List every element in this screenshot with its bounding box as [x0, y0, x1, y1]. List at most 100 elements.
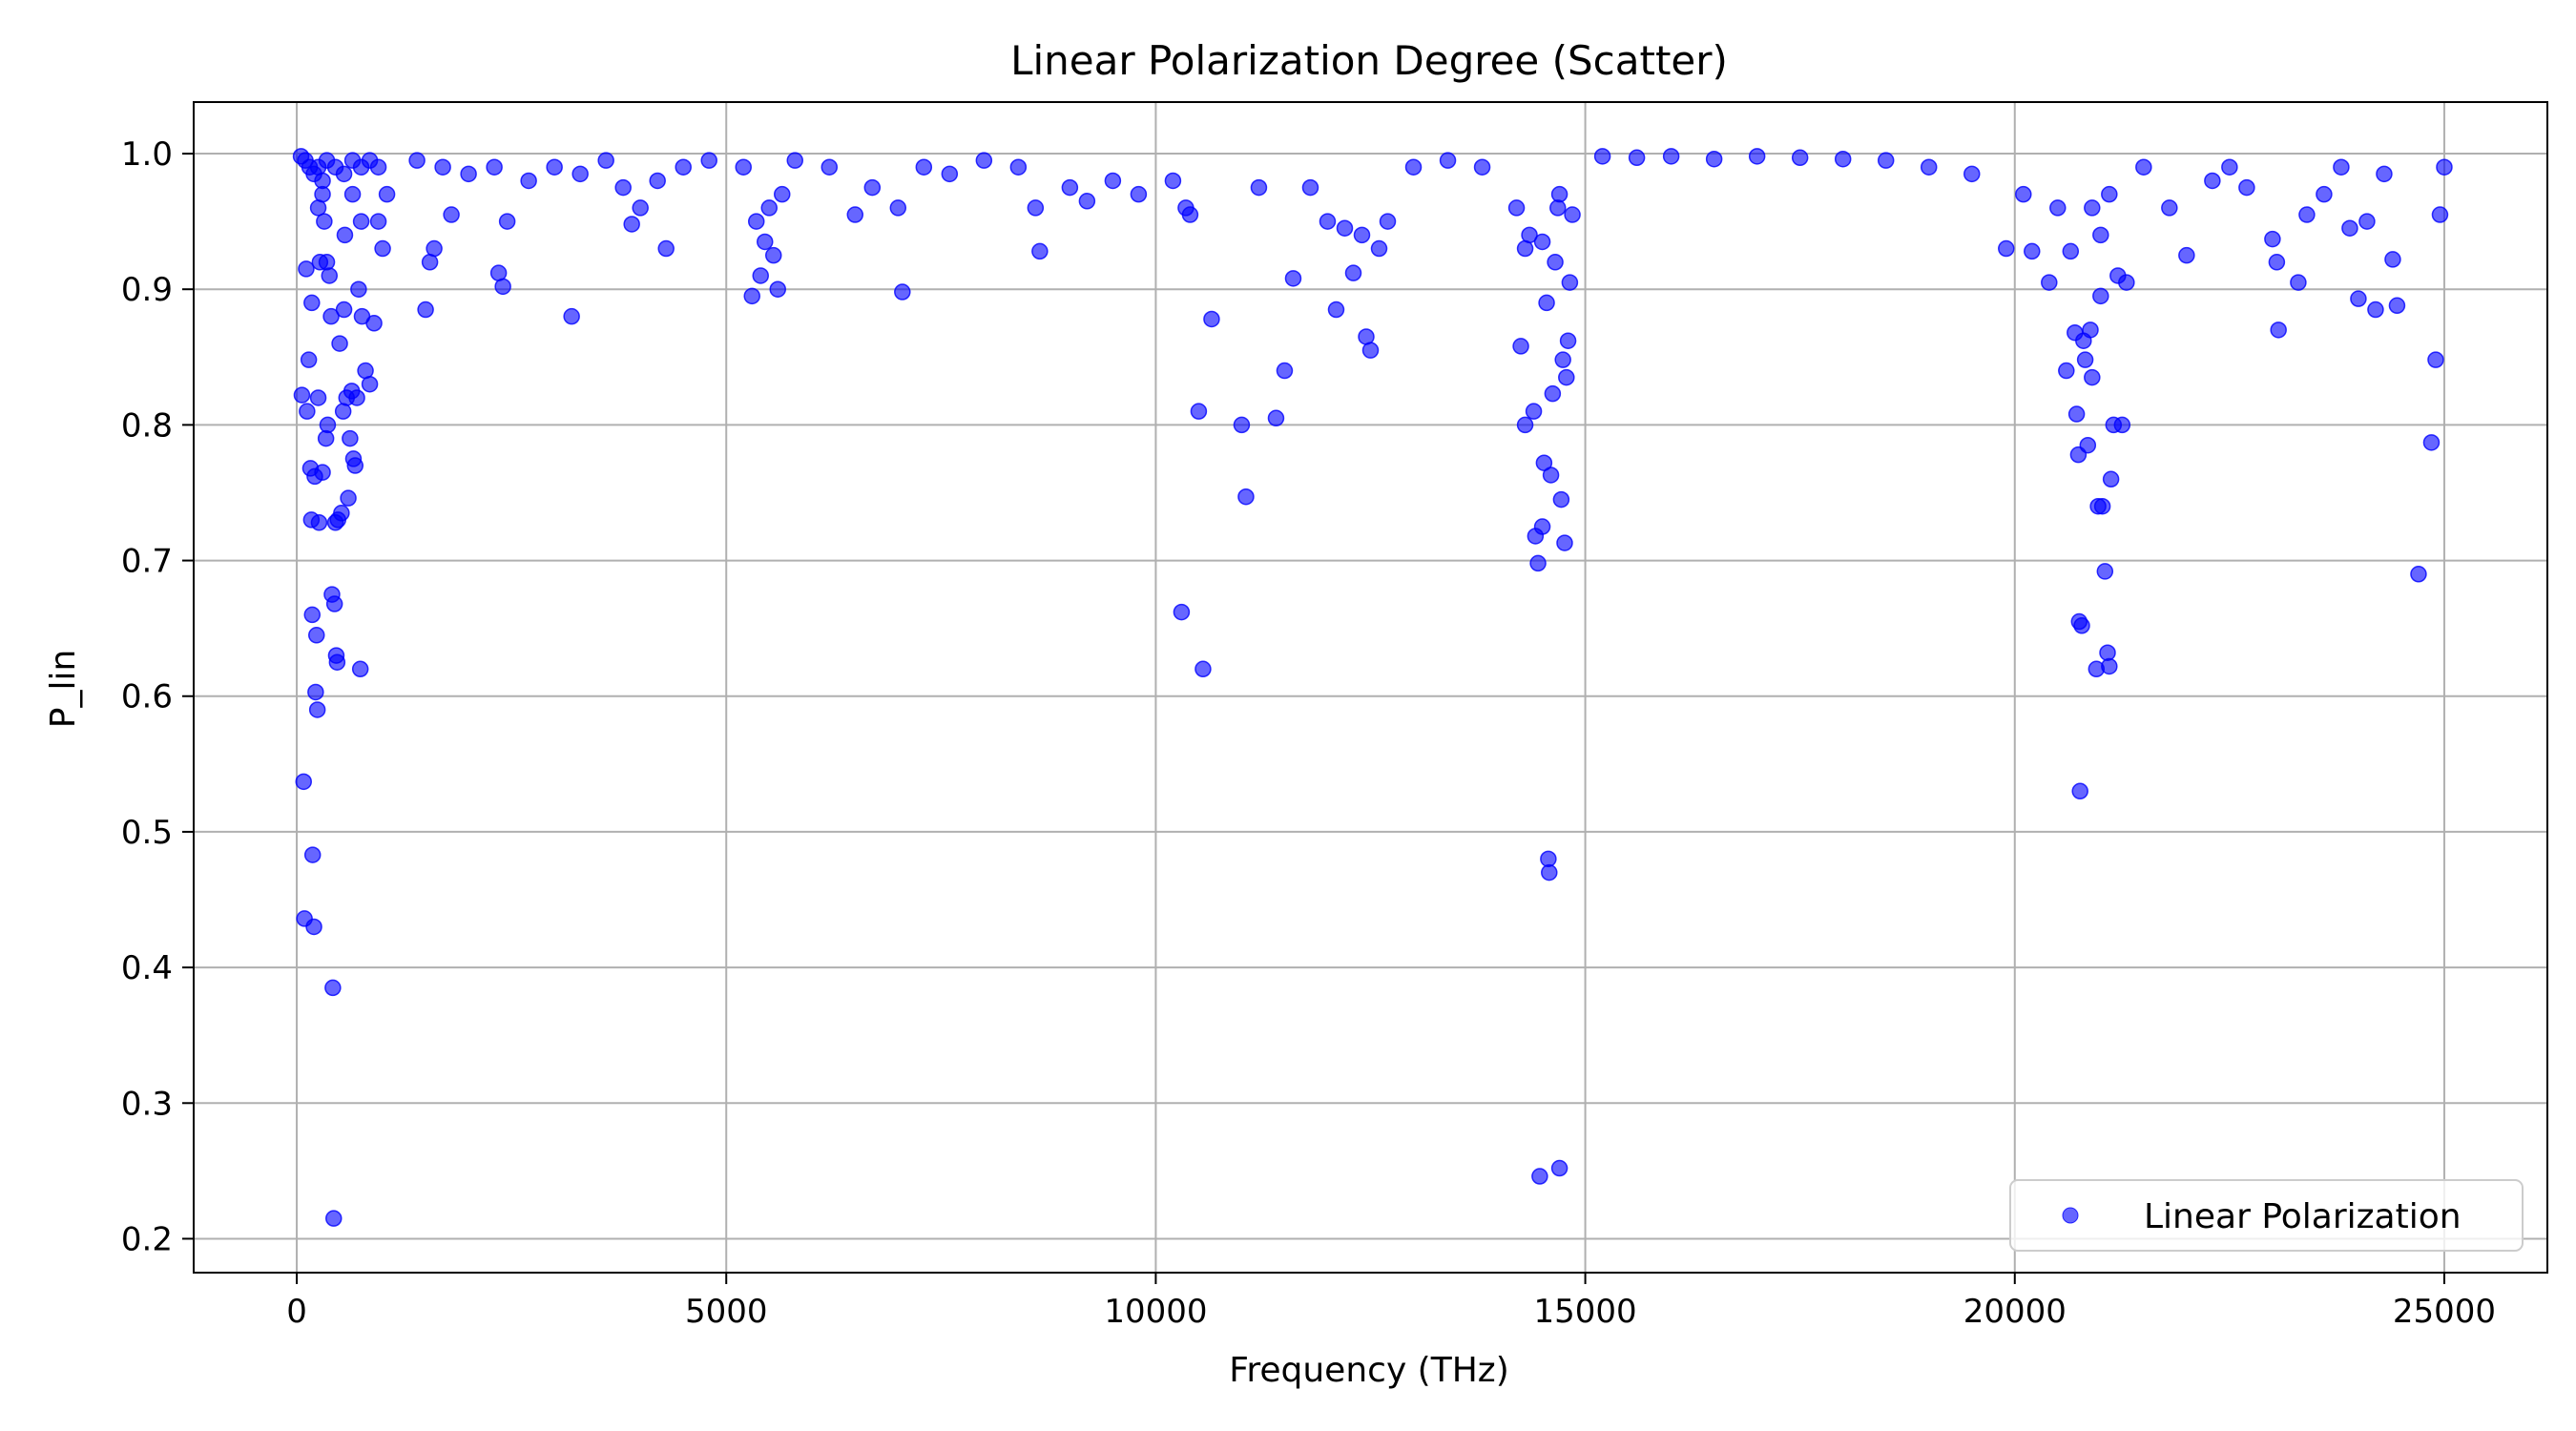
data-point — [760, 199, 778, 217]
data-point — [1078, 193, 1096, 210]
data-point — [1404, 158, 1423, 176]
data-point — [774, 185, 791, 203]
data-point — [1538, 294, 1555, 312]
data-point — [2316, 185, 2333, 203]
data-point — [571, 165, 589, 183]
data-point — [520, 172, 537, 190]
data-point — [1164, 172, 1182, 190]
data-point — [846, 206, 864, 223]
data-point — [1027, 199, 1045, 217]
data-point — [700, 152, 717, 169]
data-point — [1550, 185, 1568, 203]
data-point — [322, 307, 340, 325]
data-point — [1531, 1168, 1548, 1185]
data-point — [975, 152, 993, 169]
data-point — [1963, 165, 1981, 183]
data-point — [1233, 416, 1251, 434]
data-point — [298, 260, 315, 278]
data-point — [1558, 368, 1575, 386]
y-tick-label: 0.8 — [121, 406, 173, 445]
data-point — [350, 280, 367, 298]
data-point — [1556, 534, 1573, 551]
data-point — [752, 267, 769, 284]
data-point — [2058, 362, 2075, 380]
data-point — [597, 152, 614, 169]
data-point — [1541, 863, 1558, 881]
data-point — [1473, 158, 1491, 176]
y-tick-label: 0.7 — [121, 543, 173, 581]
data-point — [1507, 199, 1526, 217]
data-point — [494, 278, 511, 296]
data-point — [334, 403, 352, 420]
y-tick-label: 0.2 — [121, 1220, 173, 1258]
data-point — [2367, 301, 2384, 319]
y-tick-label: 0.3 — [121, 1085, 173, 1123]
data-point — [1353, 226, 1371, 244]
data-point — [747, 213, 765, 230]
data-point — [863, 178, 882, 197]
data-point — [1516, 416, 1534, 434]
data-point — [1319, 213, 1337, 230]
data-point — [336, 226, 354, 244]
data-point — [1554, 351, 1571, 368]
data-point — [649, 172, 666, 190]
data-point — [333, 505, 350, 522]
data-point — [1544, 384, 1562, 403]
data-point — [1276, 362, 1294, 380]
data-point — [2350, 290, 2367, 307]
plot-area-frame — [193, 101, 2548, 1274]
y-tick-label: 1.0 — [121, 135, 173, 174]
data-point — [1662, 148, 1680, 165]
data-point — [369, 158, 387, 176]
data-point — [2270, 321, 2287, 339]
y-tick-label: 0.6 — [121, 678, 173, 716]
data-point — [2067, 405, 2086, 423]
x-tick-label: 15000 — [1534, 1293, 1637, 1331]
data-point — [2376, 165, 2393, 183]
data-point — [1195, 660, 1212, 678]
data-point — [2431, 206, 2449, 223]
data-points — [292, 148, 2453, 1227]
data-point — [300, 351, 318, 368]
data-point — [2221, 158, 2238, 176]
data-point — [1748, 148, 1766, 165]
data-point — [443, 206, 460, 223]
data-point — [1009, 158, 1028, 176]
data-point — [764, 246, 782, 264]
data-point — [361, 375, 379, 393]
data-point — [2388, 297, 2406, 315]
data-point — [941, 165, 959, 183]
data-point — [2093, 497, 2111, 515]
data-point — [1379, 213, 1397, 230]
data-point — [1791, 149, 1809, 167]
data-point — [2049, 199, 2067, 217]
data-point — [1061, 178, 1079, 197]
data-point — [1834, 150, 1852, 168]
data-point — [303, 846, 322, 863]
data-point — [1284, 270, 1302, 287]
data-point — [1031, 242, 1049, 260]
data-point — [1542, 467, 1560, 484]
data-point — [735, 158, 752, 176]
data-point — [2290, 274, 2307, 291]
data-point — [434, 158, 451, 176]
data-point — [1203, 310, 1220, 328]
data-point — [1529, 554, 1547, 572]
data-point — [325, 1210, 343, 1227]
data-point — [894, 283, 911, 301]
data-point — [2092, 287, 2109, 305]
data-point — [2071, 782, 2088, 800]
data-point — [335, 165, 353, 183]
y-axis-ticks: 0.2 0.3 0.4 0.5 0.6 0.7 0.8 0.9 1.0 — [121, 135, 194, 1258]
data-point — [1301, 178, 1319, 197]
data-point — [2178, 246, 2195, 264]
data-point — [1628, 149, 1646, 167]
data-point — [348, 389, 365, 406]
data-point — [2102, 470, 2120, 488]
data-point — [2427, 351, 2444, 368]
data-point — [2041, 274, 2058, 291]
data-point — [1533, 518, 1551, 535]
data-point — [2101, 657, 2118, 675]
data-point — [319, 416, 337, 434]
y-tick-label: 0.9 — [121, 271, 173, 309]
